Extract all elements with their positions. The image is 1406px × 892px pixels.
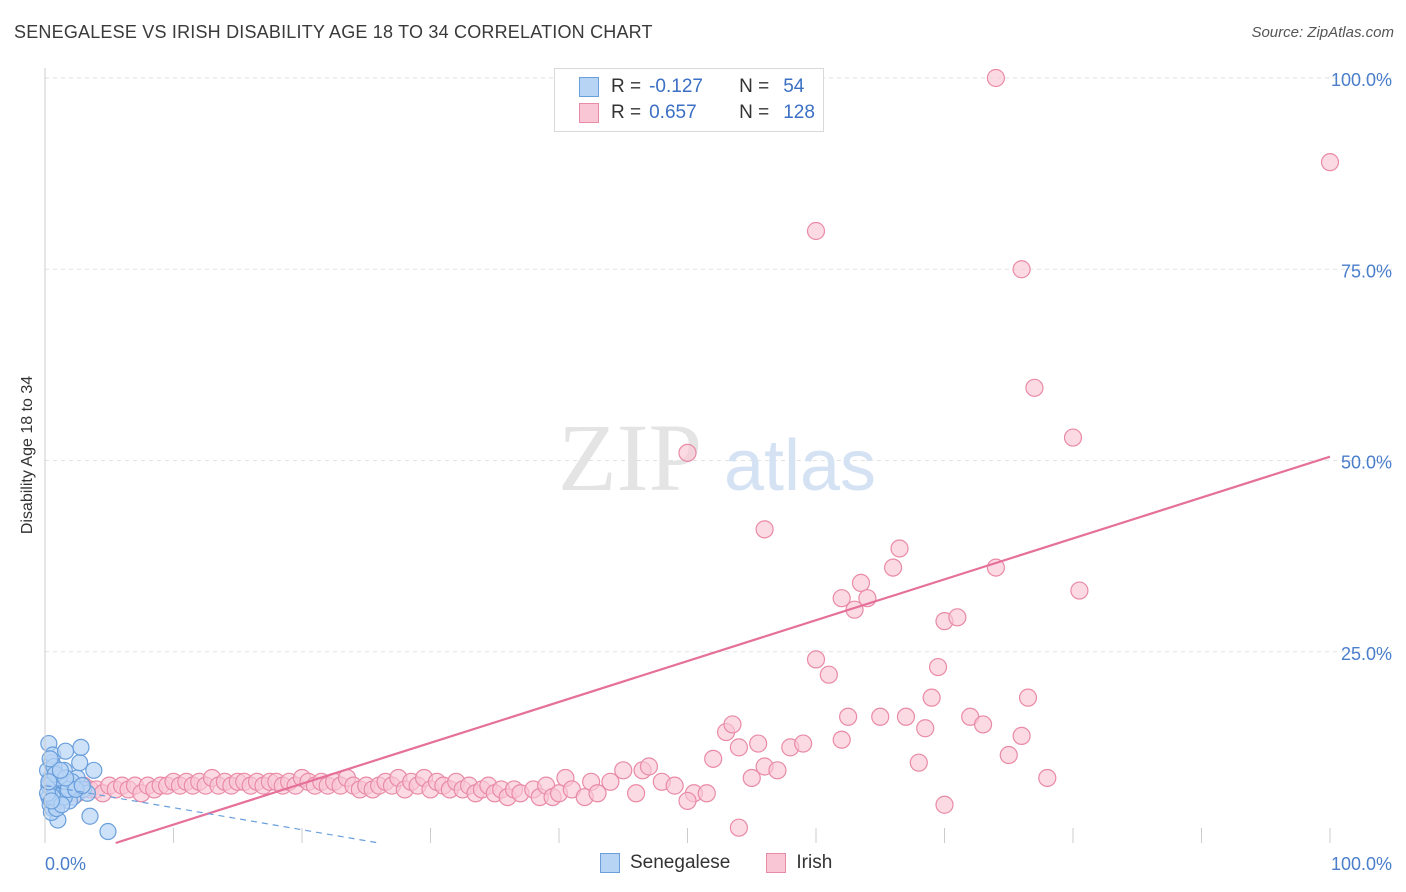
irish-point: [896, 707, 916, 726]
legend-item-senegalese[interactable]: Senegalese: [600, 852, 730, 874]
irish-point: [883, 558, 903, 577]
senegalese-point: [51, 761, 70, 779]
irish-point: [1038, 768, 1057, 788]
n-label: N =: [739, 76, 770, 97]
irish-point: [639, 757, 659, 776]
irish-point: [909, 753, 928, 772]
senegalese-point: [73, 777, 91, 795]
irish-point: [1320, 153, 1340, 172]
irish-point: [678, 443, 697, 462]
senegalese-trend-line: [44, 785, 380, 844]
irish-point: [1070, 581, 1089, 600]
irish-point: [678, 791, 697, 811]
irish-point: [1012, 726, 1031, 746]
senegalese-point: [99, 822, 117, 841]
irish-point: [588, 784, 607, 803]
senegalese-point: [42, 792, 61, 810]
legend-row-irish: R = 0.657 N = 128: [579, 101, 815, 125]
irish-r-value: 0.657: [649, 102, 697, 123]
source-label: Source: ZipAtlas.com: [1251, 24, 1394, 41]
grid-layer: [45, 77, 1392, 653]
irish-point: [871, 707, 890, 726]
irish-point: [851, 573, 871, 593]
senegalese-point: [71, 754, 89, 772]
senegalese-n-value: 54: [783, 76, 805, 97]
y-tick-label: 100.0%: [1331, 70, 1392, 90]
senegalese-point: [81, 807, 99, 825]
senegalese-point: [41, 750, 59, 768]
irish-point: [948, 608, 967, 627]
irish-point: [890, 539, 909, 558]
irish-point: [916, 719, 935, 738]
stats-legend: R = -0.127 N = 54 R = 0.657 N = 128: [554, 68, 824, 132]
irish-n-value: 128: [783, 102, 815, 123]
irish-point: [755, 520, 774, 539]
axis-layer: 25.0% 50.0% 75.0% 100.0% 0.0% 100.0%: [44, 68, 1392, 874]
irish-point: [601, 772, 620, 791]
x-tick-label: 0.0%: [45, 854, 86, 874]
legend-item-irish[interactable]: Irish: [766, 852, 832, 874]
r-label: R =: [611, 102, 642, 123]
trend-layer: [44, 455, 1331, 845]
senegalese-point: [56, 742, 75, 760]
irish-point: [839, 707, 858, 726]
y-tick-label: 75.0%: [1341, 261, 1392, 281]
r-label: R =: [611, 76, 642, 97]
irish-point: [1012, 260, 1031, 279]
chart-title: SENEGALESE VS IRISH DISABILITY AGE 18 TO…: [14, 22, 653, 42]
watermark: ZIP atlas: [558, 404, 876, 511]
irish-trend-line: [115, 455, 1331, 845]
senegalese-swatch: [579, 77, 599, 97]
y-tick-label: 25.0%: [1341, 644, 1392, 664]
irish-point: [749, 734, 768, 753]
irish-point: [729, 818, 749, 837]
irish-swatch: [579, 103, 599, 123]
legend-row-senegalese: R = -0.127 N = 54: [579, 75, 804, 99]
irish-point: [742, 768, 761, 788]
senegalese-r-value: -0.127: [649, 76, 703, 97]
irish-point: [806, 221, 826, 241]
irish-point: [819, 665, 838, 684]
irish-point: [626, 784, 646, 803]
senegalese-legend-swatch: [600, 853, 620, 873]
y-axis-label: Disability Age 18 to 34: [19, 375, 36, 535]
irish-point: [973, 715, 993, 734]
watermark-atlas: atlas: [724, 426, 876, 506]
irish-point: [794, 734, 813, 753]
senegalese-point: [72, 738, 90, 756]
series-legend: Senegalese Irish: [600, 852, 868, 874]
irish-point: [922, 688, 941, 707]
irish-point: [806, 650, 826, 669]
irish-point: [935, 795, 954, 814]
irish-point: [723, 715, 742, 734]
irish-legend-swatch: [766, 853, 787, 873]
irish-point: [768, 761, 787, 780]
irish-point: [928, 657, 948, 677]
irish-point: [1063, 428, 1083, 447]
y-tick-label: 50.0%: [1341, 453, 1392, 473]
irish-point: [832, 730, 851, 749]
irish-point: [1025, 378, 1044, 397]
x-tick-label: 100.0%: [1331, 854, 1392, 874]
irish-point: [729, 738, 749, 757]
points-layer: [38, 68, 1340, 841]
watermark-zip: ZIP: [558, 404, 702, 511]
senegalese-point: [85, 761, 103, 779]
irish-legend-label: Irish: [796, 852, 833, 873]
irish-point: [1018, 688, 1038, 707]
irish-point: [697, 784, 716, 803]
irish-point: [986, 68, 1006, 88]
senegalese-point: [40, 773, 58, 791]
irish-point: [999, 745, 1018, 765]
irish-point: [614, 761, 633, 780]
irish-point: [665, 776, 684, 795]
irish-point: [832, 589, 851, 608]
irish-point: [704, 749, 723, 768]
n-label: N =: [739, 102, 770, 123]
senegalese-legend-label: Senegalese: [630, 852, 731, 873]
